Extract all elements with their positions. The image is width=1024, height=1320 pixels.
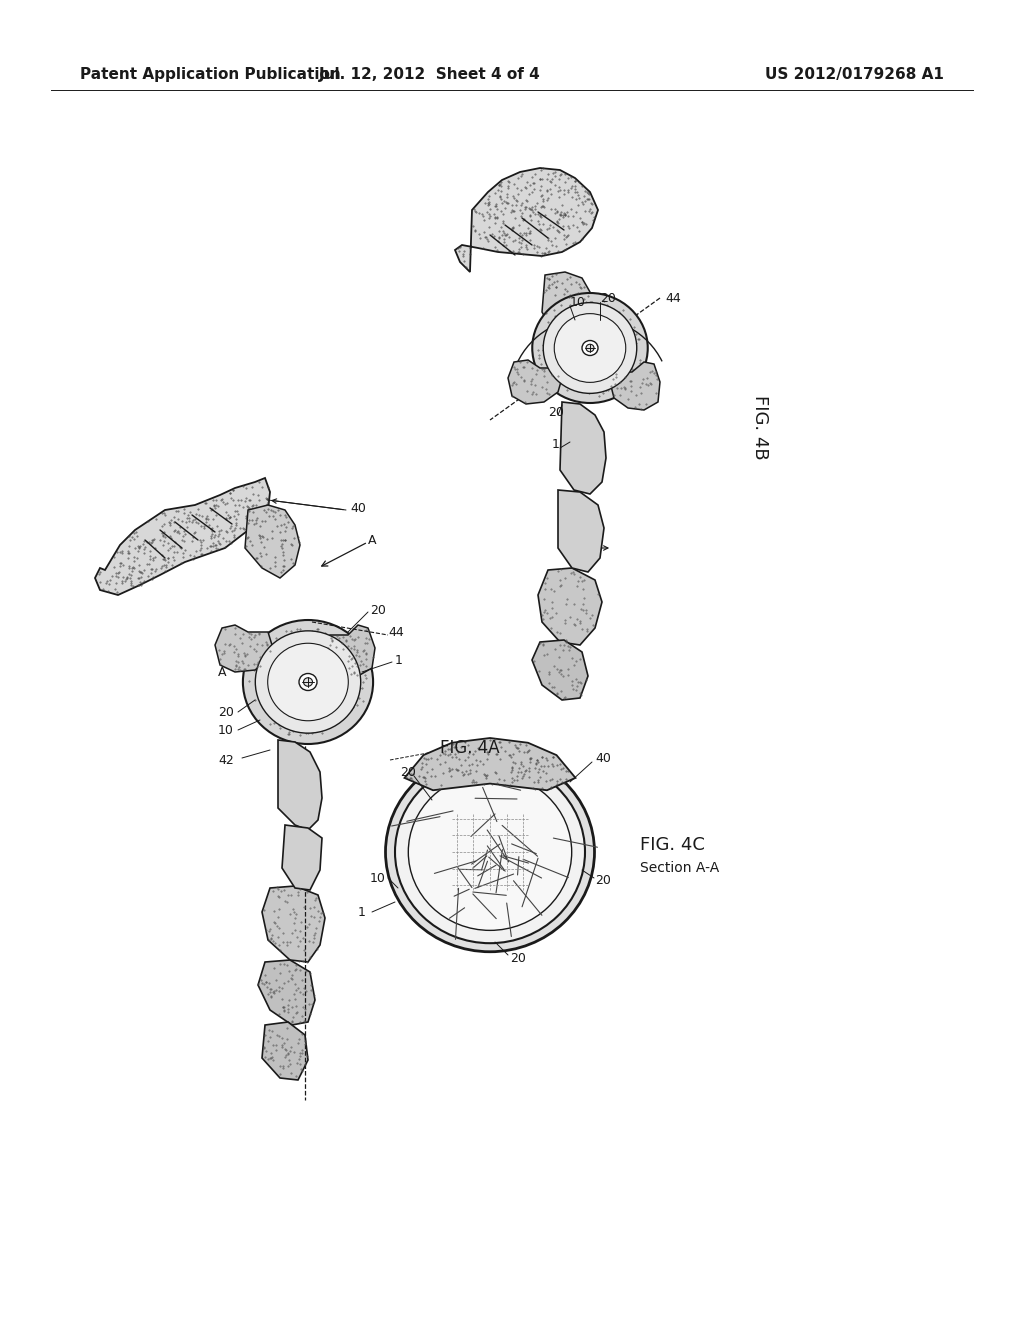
Polygon shape	[262, 886, 325, 962]
Polygon shape	[245, 506, 300, 578]
Polygon shape	[558, 490, 604, 572]
Polygon shape	[258, 960, 315, 1026]
Ellipse shape	[299, 673, 317, 690]
Text: 20: 20	[595, 874, 611, 887]
Text: Patent Application Publication: Patent Application Publication	[80, 67, 341, 82]
Ellipse shape	[395, 760, 585, 944]
Polygon shape	[95, 478, 270, 595]
Text: 20: 20	[400, 766, 416, 779]
Text: FIG. 4B: FIG. 4B	[751, 395, 769, 459]
Ellipse shape	[554, 314, 626, 383]
Ellipse shape	[267, 643, 348, 721]
Polygon shape	[278, 741, 322, 830]
Text: 20: 20	[370, 603, 386, 616]
Ellipse shape	[255, 631, 360, 733]
Text: 44: 44	[665, 292, 681, 305]
Text: 10: 10	[570, 296, 586, 309]
Text: 40: 40	[350, 502, 366, 515]
Text: 1: 1	[395, 653, 402, 667]
Text: 20: 20	[600, 292, 615, 305]
Polygon shape	[455, 168, 598, 272]
Polygon shape	[215, 624, 272, 672]
Ellipse shape	[243, 620, 373, 744]
Text: US 2012/0179268 A1: US 2012/0179268 A1	[765, 67, 944, 82]
Polygon shape	[262, 1022, 308, 1080]
Text: FIG. 4C: FIG. 4C	[640, 836, 705, 854]
Ellipse shape	[544, 302, 637, 393]
Ellipse shape	[586, 345, 594, 351]
Polygon shape	[282, 825, 322, 890]
Polygon shape	[508, 360, 562, 404]
Polygon shape	[538, 568, 602, 645]
Text: 10: 10	[218, 723, 233, 737]
Ellipse shape	[385, 752, 595, 952]
Polygon shape	[542, 272, 592, 338]
Text: 20: 20	[548, 405, 564, 418]
Text: A: A	[368, 533, 377, 546]
Ellipse shape	[532, 293, 648, 403]
Text: 1: 1	[358, 906, 366, 919]
Text: 20: 20	[218, 705, 233, 718]
Polygon shape	[532, 640, 588, 700]
Text: FIG. 4A: FIG. 4A	[440, 739, 500, 756]
Text: 1: 1	[552, 438, 560, 451]
Text: A: A	[218, 665, 226, 678]
Ellipse shape	[409, 774, 571, 931]
Text: 42: 42	[218, 754, 233, 767]
Polygon shape	[325, 624, 375, 676]
Text: 44: 44	[388, 626, 403, 639]
Text: Jul. 12, 2012  Sheet 4 of 4: Jul. 12, 2012 Sheet 4 of 4	[319, 67, 541, 82]
Ellipse shape	[582, 341, 598, 355]
Text: Section A-A: Section A-A	[640, 861, 719, 875]
Polygon shape	[560, 403, 606, 494]
Polygon shape	[610, 362, 660, 411]
Text: 40: 40	[595, 751, 611, 764]
Text: 20: 20	[510, 952, 526, 965]
Text: 10: 10	[370, 871, 386, 884]
Polygon shape	[404, 738, 575, 791]
Ellipse shape	[303, 677, 312, 686]
